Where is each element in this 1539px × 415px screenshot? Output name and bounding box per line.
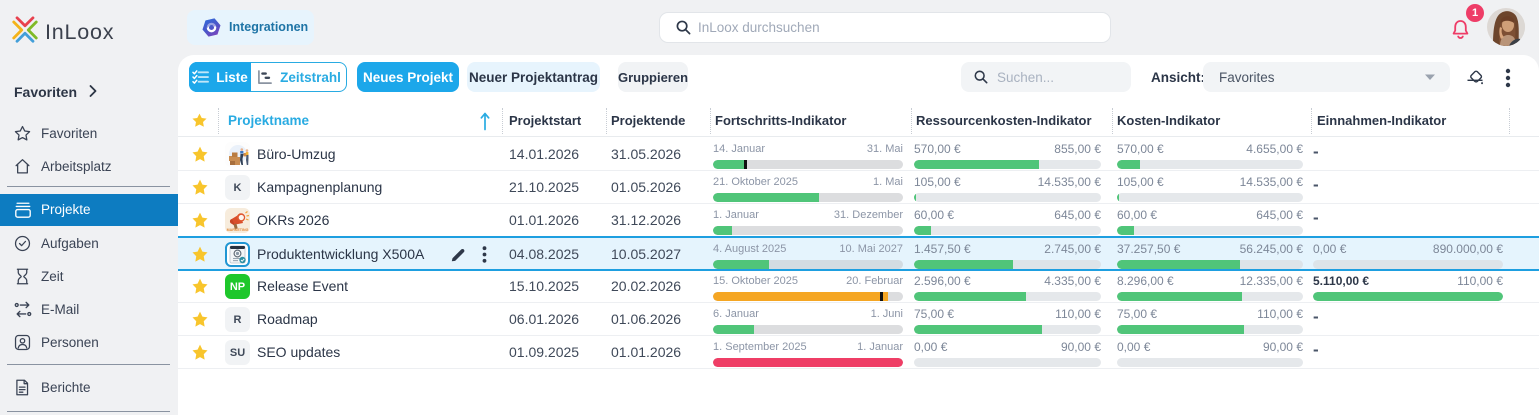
svg-text:MARKETING: MARKETING xyxy=(227,228,249,232)
